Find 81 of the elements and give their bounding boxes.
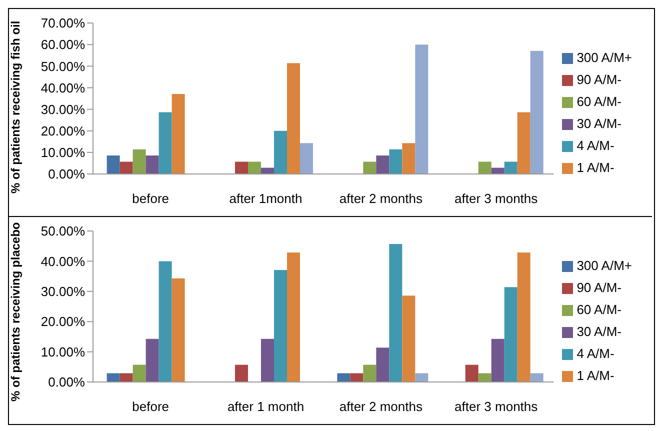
- y-tick-label: 0.00%: [48, 374, 86, 390]
- legend-label: 60 A/M-: [576, 94, 622, 108]
- bar: [363, 364, 376, 382]
- bar: [402, 143, 416, 174]
- legend-label: 30 A/M-: [576, 324, 622, 338]
- y-tick-label: 50.00%: [40, 58, 86, 74]
- bar: [415, 373, 428, 382]
- bar: [389, 244, 402, 382]
- legend-label: 1 A/M-: [576, 368, 614, 382]
- x-tick-label: after 1 month: [227, 399, 304, 414]
- y-tick-label: 10.00%: [40, 145, 86, 160]
- x-tick-label: after 1month: [229, 191, 302, 206]
- bar: [376, 155, 390, 174]
- y-tick-label: 40.00%: [40, 80, 86, 96]
- x-tick-label: before: [132, 191, 170, 206]
- bar: [274, 270, 287, 382]
- y-tick-label: 30.00%: [40, 102, 86, 117]
- bar: [530, 373, 544, 382]
- bar: [478, 162, 492, 174]
- y-tick-label: 20.00%: [40, 123, 86, 138]
- bar: [132, 364, 146, 382]
- legend-label: 300 A/M+: [576, 258, 632, 272]
- y-tick-label: 60.00%: [40, 37, 86, 52]
- bar: [146, 155, 159, 174]
- legend-label: 30 A/M-: [576, 116, 622, 130]
- bar: [300, 143, 313, 174]
- bar: [376, 348, 390, 382]
- bar: [146, 338, 159, 382]
- bar: [465, 364, 478, 382]
- bar: [158, 261, 172, 382]
- legend-label: 300 A/M+: [576, 50, 632, 64]
- x-tick-label: after 2 months: [339, 399, 423, 414]
- legend-label: 4 A/M-: [576, 138, 614, 152]
- bar: [363, 162, 376, 174]
- legend-label: 1 A/M-: [576, 160, 614, 174]
- bar: [504, 162, 518, 174]
- bar: [260, 338, 274, 382]
- y-tick-label: 10.00%: [40, 344, 86, 360]
- x-tick-label: after 3 months: [454, 399, 538, 414]
- legend-label: 90 A/M-: [576, 72, 622, 86]
- y-tick-label: 50.00%: [40, 224, 86, 239]
- bar: [286, 63, 300, 174]
- bar: [132, 149, 146, 174]
- y-tick-label: 20.00%: [40, 314, 86, 330]
- bar: [402, 296, 416, 382]
- bar: [517, 252, 530, 382]
- y-tick-label: 30.00%: [40, 284, 86, 300]
- bar: [491, 168, 504, 174]
- bar: [350, 373, 364, 382]
- bar: [389, 149, 402, 174]
- bar: [120, 162, 133, 174]
- bar: [530, 50, 544, 174]
- bar: [106, 373, 120, 382]
- bar: [172, 278, 185, 382]
- bar: [286, 252, 300, 382]
- bar: [491, 338, 504, 382]
- bar: [504, 287, 518, 382]
- x-tick-label: after 3 months: [454, 191, 538, 206]
- bar: [517, 112, 530, 174]
- y-axis-title: % of patients receiving fish oil: [8, 20, 22, 194]
- y-axis-title: % of patients receiving placebo: [8, 222, 22, 402]
- bar: [415, 44, 428, 174]
- y-tick-label: 70.00%: [40, 16, 86, 31]
- y-tick-label: 40.00%: [40, 254, 86, 269]
- bar: [260, 168, 274, 174]
- y-tick-label: 0.00%: [48, 166, 86, 182]
- x-tick-label: after 2 months: [339, 191, 423, 206]
- bar: [478, 373, 492, 382]
- bar: [274, 130, 287, 174]
- bar: [234, 162, 248, 174]
- bar: [106, 155, 120, 174]
- bar: [337, 373, 350, 382]
- bar: [234, 364, 248, 382]
- bar: [120, 373, 133, 382]
- legend-label: 60 A/M-: [576, 302, 622, 316]
- bar: [158, 112, 172, 174]
- bar: [172, 94, 185, 174]
- bar: [248, 162, 261, 174]
- legend-label: 4 A/M-: [576, 346, 614, 360]
- legend-label: 90 A/M-: [576, 280, 622, 294]
- x-tick-label: before: [132, 399, 170, 414]
